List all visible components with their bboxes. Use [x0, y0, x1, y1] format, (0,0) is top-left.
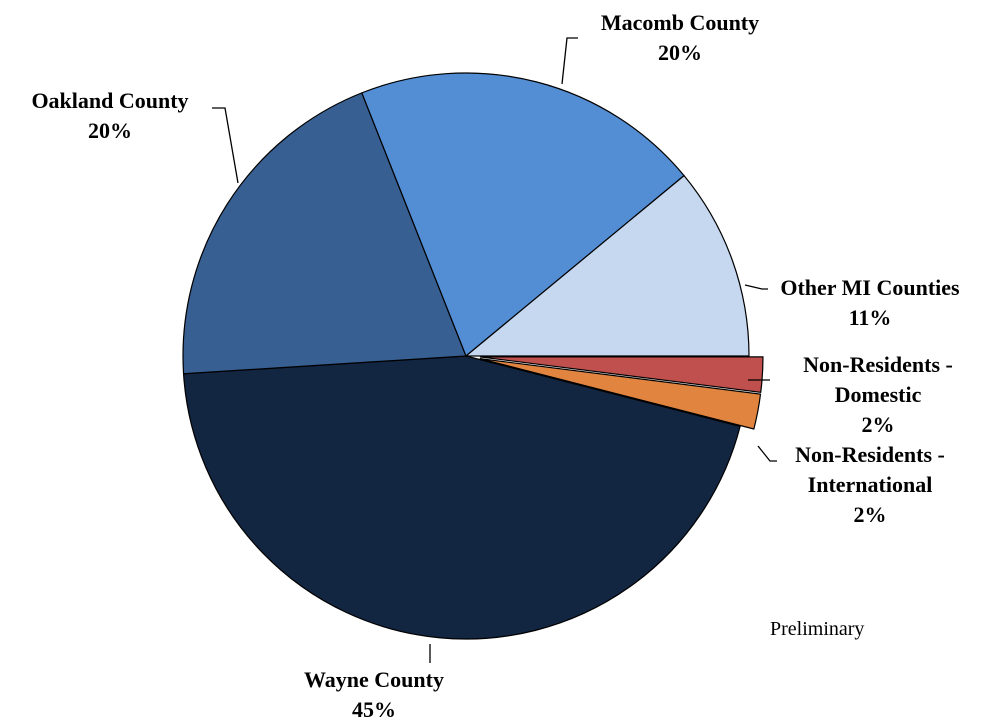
slice-label: Oakland County 20%: [31, 88, 188, 143]
pie-slices: [182, 72, 764, 640]
slice-name: Domestic: [835, 382, 922, 407]
slice-name: Non-Residents -: [795, 442, 945, 467]
slice-label: Non-Residents - Domestic 2%: [803, 352, 953, 437]
leader-line: [212, 107, 239, 184]
slice-percent: 45%: [352, 697, 396, 722]
slice-name: Other MI Counties: [780, 275, 960, 300]
leader-line: [561, 37, 578, 85]
slice-percent: 11%: [849, 305, 892, 330]
pie-slice-wayne-county: [182, 355, 741, 640]
slice-label: Other MI Counties 11%: [780, 275, 960, 330]
slice-percent: 2%: [854, 502, 887, 527]
slice-name: International: [808, 472, 933, 497]
pie-slice-non-residents-international: [479, 358, 762, 430]
slice-name: Macomb County: [601, 10, 759, 35]
slice-label: Wayne County 45%: [304, 667, 444, 722]
slice-name: Oakland County: [31, 88, 188, 113]
slice-percent: 20%: [88, 118, 132, 143]
pie-slice-macomb-county: [361, 72, 685, 357]
leader-line: [757, 445, 777, 462]
pie-slice-oakland-county: [182, 92, 467, 375]
slice-name: Wayne County: [304, 667, 444, 692]
leader-lines: [212, 37, 777, 663]
slice-percent: 20%: [658, 40, 702, 65]
preliminary-note: Preliminary: [770, 618, 864, 640]
pie-slice-other-mi-counties: [464, 174, 750, 357]
slice-label: Non-Residents - International 2%: [795, 442, 945, 527]
leader-line: [744, 284, 768, 290]
slice-label: Macomb County 20%: [601, 10, 759, 65]
slice-percent: 2%: [862, 412, 895, 437]
pie-slice-non-residents-domestic: [479, 356, 764, 394]
slice-name: Non-Residents -: [803, 352, 953, 377]
slice-labels: Non-Residents -Domestic 2%Non-Residents -…: [31, 10, 960, 722]
